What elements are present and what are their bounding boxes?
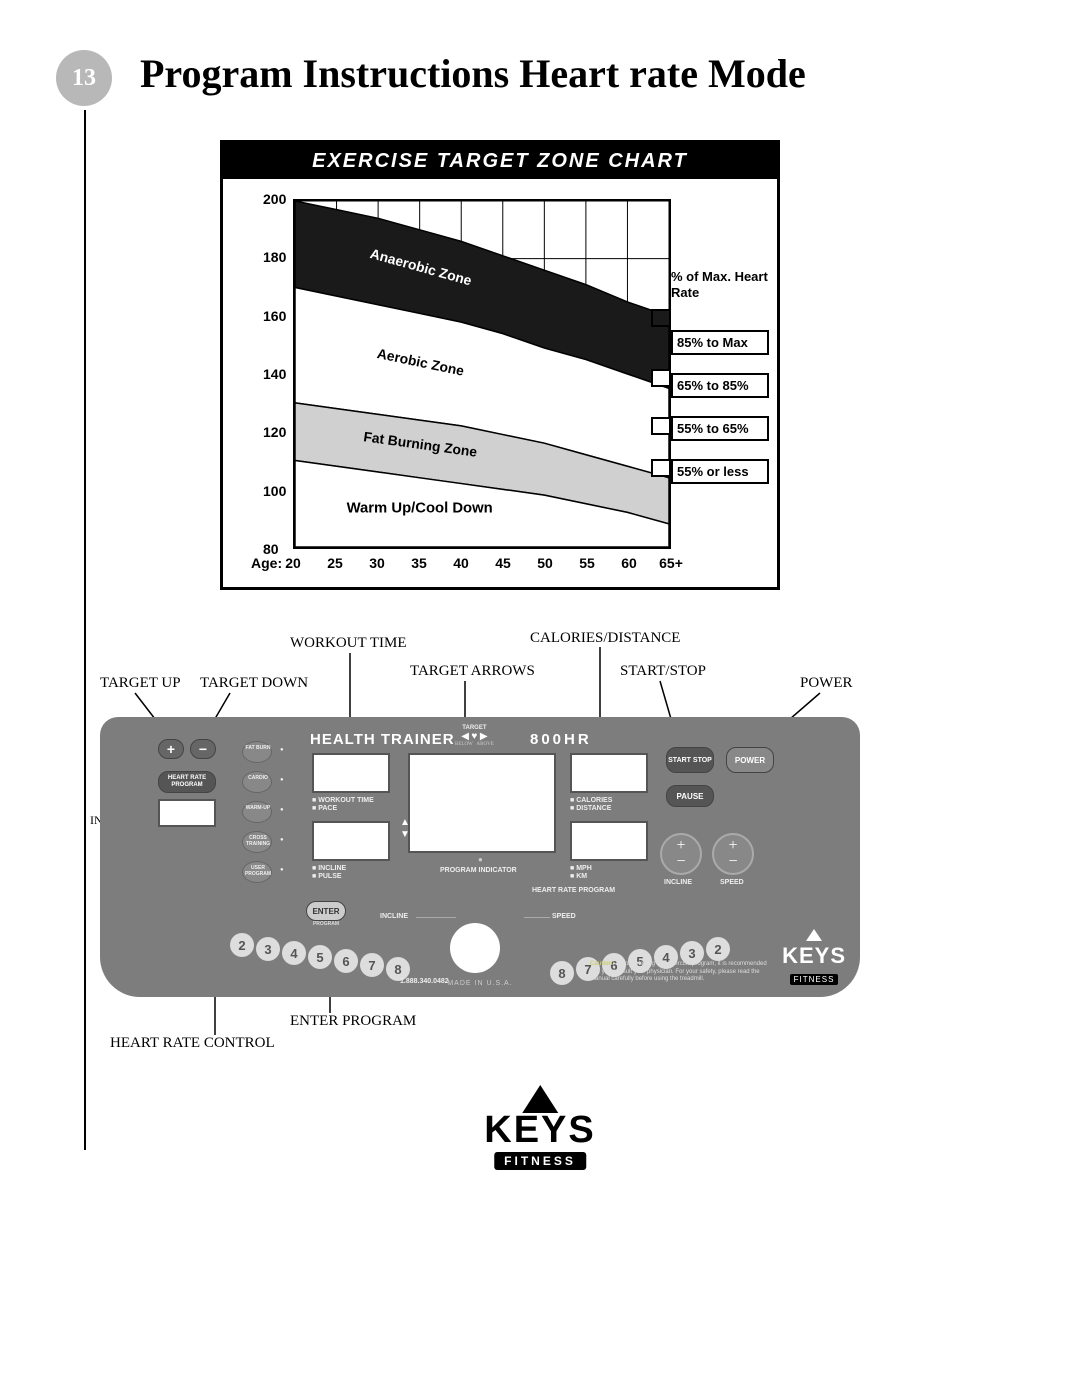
legend-item: 55% to 65% [671,416,769,441]
chart-xtick: 50 [537,555,553,571]
chart-title: EXERCISE TARGET ZONE CHART [223,143,777,179]
chart-xtick: 60 [621,555,637,571]
caution-text: Caution: Before starting any exercise pr… [590,961,770,983]
incline-key-6[interactable]: 6 [334,949,358,973]
logo-brand-sub: FITNESS [494,1152,586,1170]
target-zone-chart: EXERCISE TARGET ZONE CHART Heart Rate - … [220,140,780,590]
callout-calories-distance: CALORIES/DISTANCE [530,630,680,647]
chart-xtick: 35 [411,555,427,571]
target-down-button[interactable]: − [190,739,216,759]
chart-ytick: 180 [263,249,286,265]
enter-program-button[interactable]: ENTER PROGRAM [306,901,346,927]
chart-ytick: 200 [263,191,286,207]
speed-key-2[interactable]: 2 [706,937,730,961]
calories-distance-display [570,753,648,793]
callout-enter-program: ENTER PROGRAM [290,1013,416,1030]
chart-ytick: 120 [263,424,286,440]
console-diagram: TARGET UP TARGET DOWN WORKOUT TIME TARGE… [100,615,860,1055]
page-title: Program Instructions Heart rate Mode [140,50,806,97]
chart-area: Heart Rate - Beats per Minute Age: Anaer… [223,179,777,587]
callout-target-arrows: TARGET ARROWS [410,663,535,680]
chart-xtick: 55 [579,555,595,571]
incline-key-7[interactable]: 7 [360,953,384,977]
vertical-divider [84,110,86,1150]
chart-legend: % of Max. Heart Rate 85% to Max 65% to 85… [671,269,769,502]
incline-key-2[interactable]: 2 [230,933,254,957]
chart-xtick: 40 [453,555,469,571]
workout-time-display [312,753,390,793]
heart-rate-program-button[interactable]: HEART RATE PROGRAM [158,771,216,793]
chart-svg: Anaerobic ZoneAerobic ZoneFat Burning Zo… [295,201,669,547]
incline-key-4[interactable]: 4 [282,941,306,965]
console-panel: HEALTH TRAINER 800HR TARGET ◀ ♥ ▶ BELOW … [100,717,860,997]
safety-key-circle[interactable] [450,923,500,973]
legend-item: 65% to 85% [671,373,769,398]
program-profile-display [408,753,556,853]
chart-x-axis-prefix: Age: [251,555,282,571]
callout-power: POWER [800,675,853,692]
callout-heart-rate-control: HEART RATE CONTROL [110,1035,275,1052]
incline-window-display [158,799,216,827]
callout-start-stop: START/STOP [620,663,706,680]
keys-fitness-logo: KEYS FITNESS [484,1085,595,1170]
chart-ytick: 100 [263,483,286,499]
brand-800hr: 800HR [530,731,592,748]
target-arrows-indicator: TARGET ◀ ♥ ▶ BELOW ABOVE [455,725,494,747]
keys-logo-panel: KEYS FITNESS [782,929,846,987]
chart-xtick: 45 [495,555,511,571]
target-up-button[interactable]: + [158,739,184,759]
speed-key-8[interactable]: 8 [550,961,574,985]
incline-adjust-pad[interactable]: +− [660,833,702,875]
pause-button[interactable]: PAUSE [666,785,714,807]
power-button[interactable]: POWER [726,747,774,773]
chart-xtick: 25 [327,555,343,571]
chart-xtick: 65+ [659,555,683,571]
callout-workout-time: WORKOUT TIME [290,635,407,652]
incline-key-3[interactable]: 3 [256,937,280,961]
incline-pulse-display [312,821,390,861]
callout-target-down: TARGET DOWN [200,675,308,692]
chart-ytick: 80 [263,541,279,557]
start-stop-button[interactable]: START STOP [666,747,714,773]
svg-text:Warm Up/Cool Down: Warm Up/Cool Down [347,500,493,516]
incline-key-5[interactable]: 5 [308,945,332,969]
legend-item: 85% to Max [671,330,769,355]
chart-xtick: 30 [369,555,385,571]
speed-adjust-pad[interactable]: +− [712,833,754,875]
made-in-label: MADE IN U.S.A. [447,980,512,987]
legend-header: % of Max. Heart Rate [671,269,769,300]
legend-item: 55% or less [671,459,769,484]
logo-brand-name: KEYS [484,1109,595,1152]
chart-xtick: 20 [285,555,301,571]
chart-ytick: 140 [263,366,286,382]
page-number-badge: 13 [56,50,112,106]
callout-target-up: TARGET UP [100,675,181,692]
brand-health-trainer: HEALTH TRAINER [310,731,455,748]
chart-plot-area: Anaerobic ZoneAerobic ZoneFat Burning Zo… [293,199,671,549]
speed-display [570,821,648,861]
chart-ytick: 160 [263,308,286,324]
